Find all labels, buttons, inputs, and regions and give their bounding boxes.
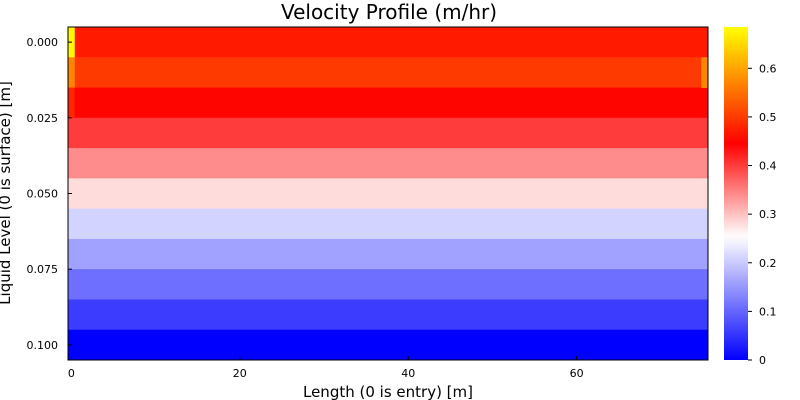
heatmap-row — [68, 269, 708, 300]
heatmap-row — [68, 299, 708, 331]
heatmap-row — [68, 148, 708, 179]
y-tick-label: 0.075 — [27, 263, 59, 276]
x-tick-label: 0 — [68, 367, 75, 380]
colorbar — [724, 27, 748, 360]
y-tick-label: 0.025 — [27, 112, 59, 125]
colorbar-tick-label: 0.3 — [759, 208, 777, 221]
y-axis-label: Liquid Level (0 is surface) [m] — [0, 81, 14, 305]
heatmap-cells — [68, 27, 708, 361]
heatmap-row — [68, 208, 708, 240]
heatmap-row — [68, 87, 708, 119]
heatmap-cell — [68, 87, 75, 119]
heatmap-cell — [701, 57, 708, 89]
heatmap-row — [68, 57, 708, 89]
x-tick-label: 60 — [570, 367, 584, 380]
heatmap-row — [68, 117, 708, 149]
colorbar-tick-label: 0.5 — [759, 111, 777, 124]
heatmap-row — [68, 178, 708, 210]
heatmap-row — [68, 329, 708, 361]
colorbar-axis: 0 0.1 0.2 0.3 0.4 0.5 0.6 — [748, 62, 777, 367]
x-tick-label: 40 — [401, 367, 415, 380]
y-tick-label: 0.100 — [27, 339, 59, 352]
x-axis: 0 20 40 60 — [68, 356, 584, 380]
x-tick-label: 20 — [233, 367, 247, 380]
y-tick-label: 0.050 — [27, 188, 59, 201]
colorbar-tick-label: 0 — [759, 354, 766, 367]
y-axis: 0.000 0.025 0.050 0.075 0.100 — [27, 36, 72, 352]
y-tick-label: 0.000 — [27, 36, 59, 49]
colorbar-tick-label: 0.4 — [759, 160, 777, 173]
chart-title: Velocity Profile (m/hr) — [281, 0, 497, 24]
colorbar-tick-label: 0.2 — [759, 257, 777, 270]
heatmap-row — [68, 238, 708, 270]
colorbar-tick-label: 0.6 — [759, 62, 777, 75]
heatmap-row — [68, 27, 708, 58]
x-axis-label: Length (0 is entry) [m] — [303, 383, 473, 400]
heatmap-cell — [68, 57, 75, 89]
colorbar-tick-label: 0.1 — [759, 305, 777, 318]
